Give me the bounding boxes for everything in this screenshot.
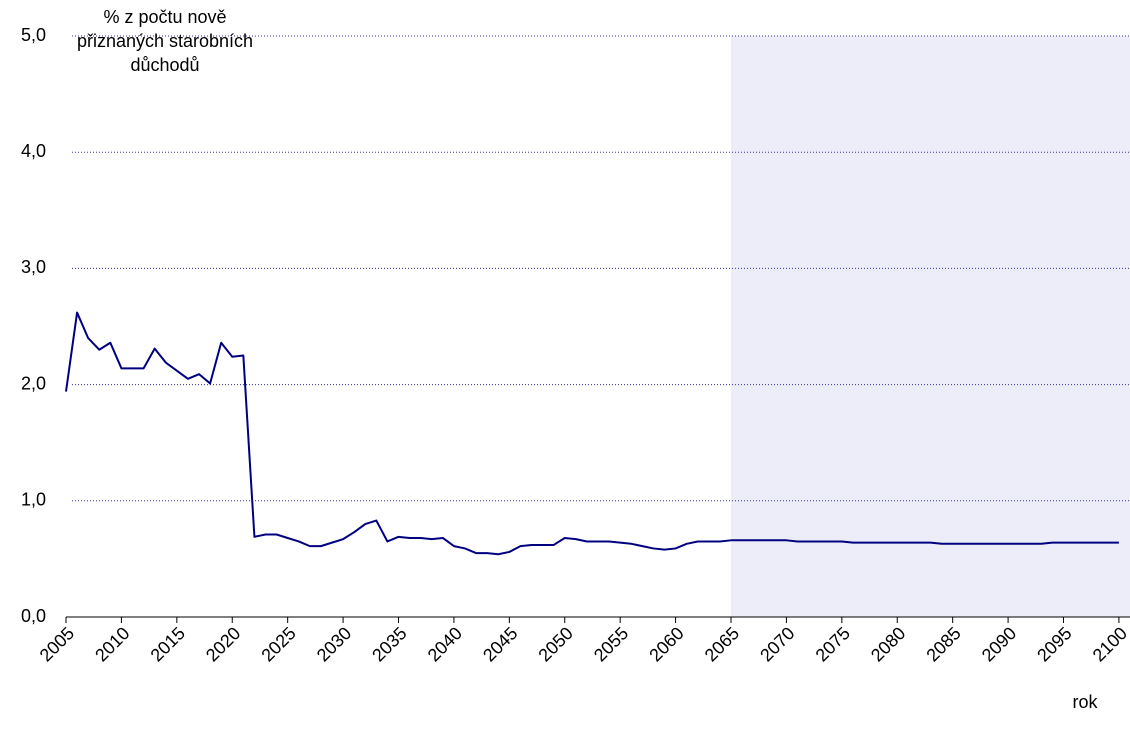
x-tick-label: 2095 [1033, 623, 1075, 665]
x-tick-label: 2015 [147, 623, 189, 665]
y-axis-label: přiznaných starobních [77, 31, 253, 51]
x-tick-label: 2045 [479, 623, 521, 665]
x-tick-label: 2075 [812, 623, 854, 665]
x-tick-label: 2055 [590, 623, 632, 665]
x-tick-label: 2005 [36, 623, 78, 665]
x-tick-label: 2030 [313, 623, 355, 665]
x-tick-label: 2085 [922, 623, 964, 665]
y-tick-label: 3,0 [21, 257, 46, 277]
x-tick-label: 2090 [978, 623, 1020, 665]
x-tick-label: 2070 [756, 623, 798, 665]
y-tick-label: 1,0 [21, 490, 46, 510]
y-axis-label: důchodů [130, 55, 199, 75]
x-tick-label: 2040 [424, 623, 466, 665]
x-axis-label: rok [1072, 692, 1098, 712]
x-tick-label: 2010 [91, 623, 133, 665]
x-tick-label: 2080 [867, 623, 909, 665]
y-tick-label: 2,0 [21, 373, 46, 393]
x-tick-label: 2050 [534, 623, 576, 665]
x-tick-label: 2065 [701, 623, 743, 665]
y-tick-label: 0,0 [21, 606, 46, 626]
x-tick-label: 2025 [257, 623, 299, 665]
y-tick-label: 4,0 [21, 141, 46, 161]
x-tick-label: 2035 [368, 623, 410, 665]
forecast-band [731, 36, 1130, 617]
y-axis-label: % z počtu nově [103, 7, 226, 27]
x-tick-label: 2100 [1089, 623, 1130, 665]
x-tick-label: 2020 [202, 623, 244, 665]
data-line [65, 311, 1119, 556]
x-tick-label: 2060 [645, 623, 687, 665]
y-tick-label: 5,0 [21, 25, 46, 45]
